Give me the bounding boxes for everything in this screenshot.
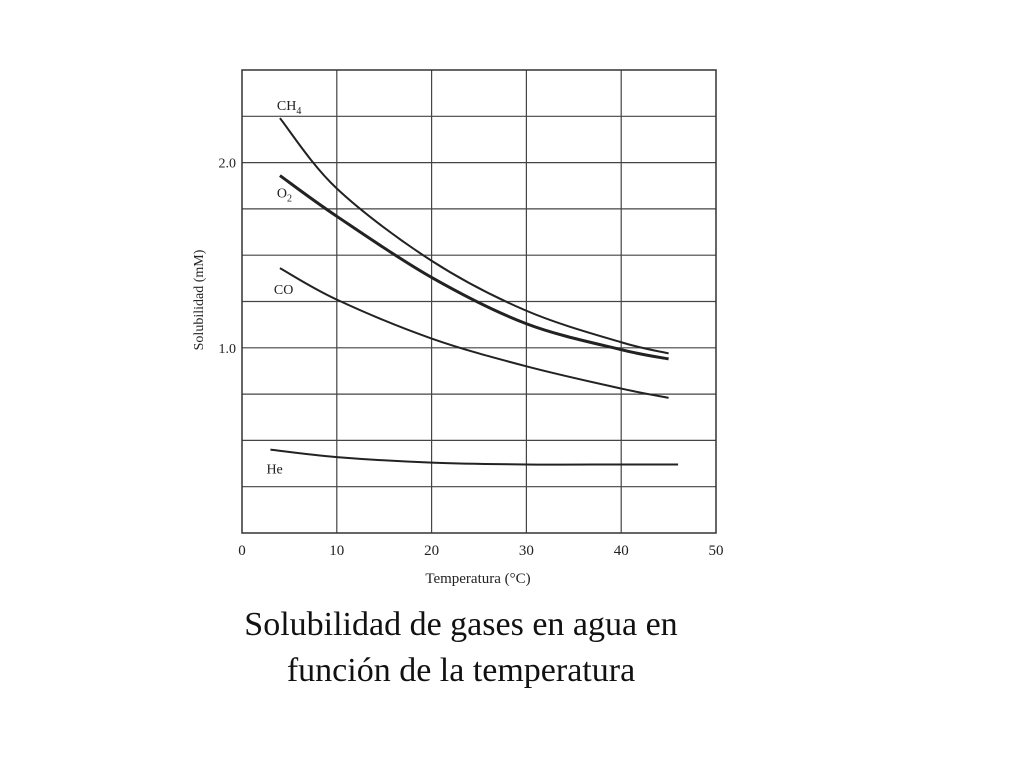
series-line-ch4 — [279, 117, 669, 355]
series-line-co — [279, 267, 669, 399]
x-tick-label: 30 — [519, 543, 534, 559]
x-tick-label: 10 — [329, 543, 344, 559]
x-axis-label: Temperatura (°C) — [425, 571, 530, 587]
x-tick-label: 0 — [238, 543, 246, 559]
series-line-o2 — [279, 174, 669, 361]
solubility-chart: CH4 O2 CO He 0 10 20 30 40 50 1.0 2.0 Temperatura … — [192, 69, 724, 587]
y-tick-label: 1.0 — [219, 342, 237, 357]
tick-labels: 0 10 20 30 40 50 1.0 2.0 — [219, 157, 724, 559]
figure-caption-line-2: función de la temperatura — [286, 652, 636, 689]
chart-grid — [242, 70, 716, 533]
series-label-co: CO — [274, 283, 293, 298]
y-tick-label: 2.0 — [219, 157, 237, 172]
y-axis-label: Solubilidad (mM) — [192, 249, 207, 350]
x-tick-label: 50 — [709, 543, 724, 559]
series-layer: CH4 O2 CO He — [266, 99, 679, 478]
plot-frame — [241, 69, 717, 534]
series-label-o2: O2 — [277, 187, 292, 205]
series-label-he: He — [266, 463, 282, 478]
x-tick-label: 20 — [424, 543, 439, 559]
x-tick-label: 40 — [614, 543, 629, 559]
series-line-he — [270, 448, 679, 466]
series-label-ch4: CH4 — [277, 99, 301, 117]
figure-caption-line-1: Solubilidad de gases en agua en — [244, 606, 678, 643]
